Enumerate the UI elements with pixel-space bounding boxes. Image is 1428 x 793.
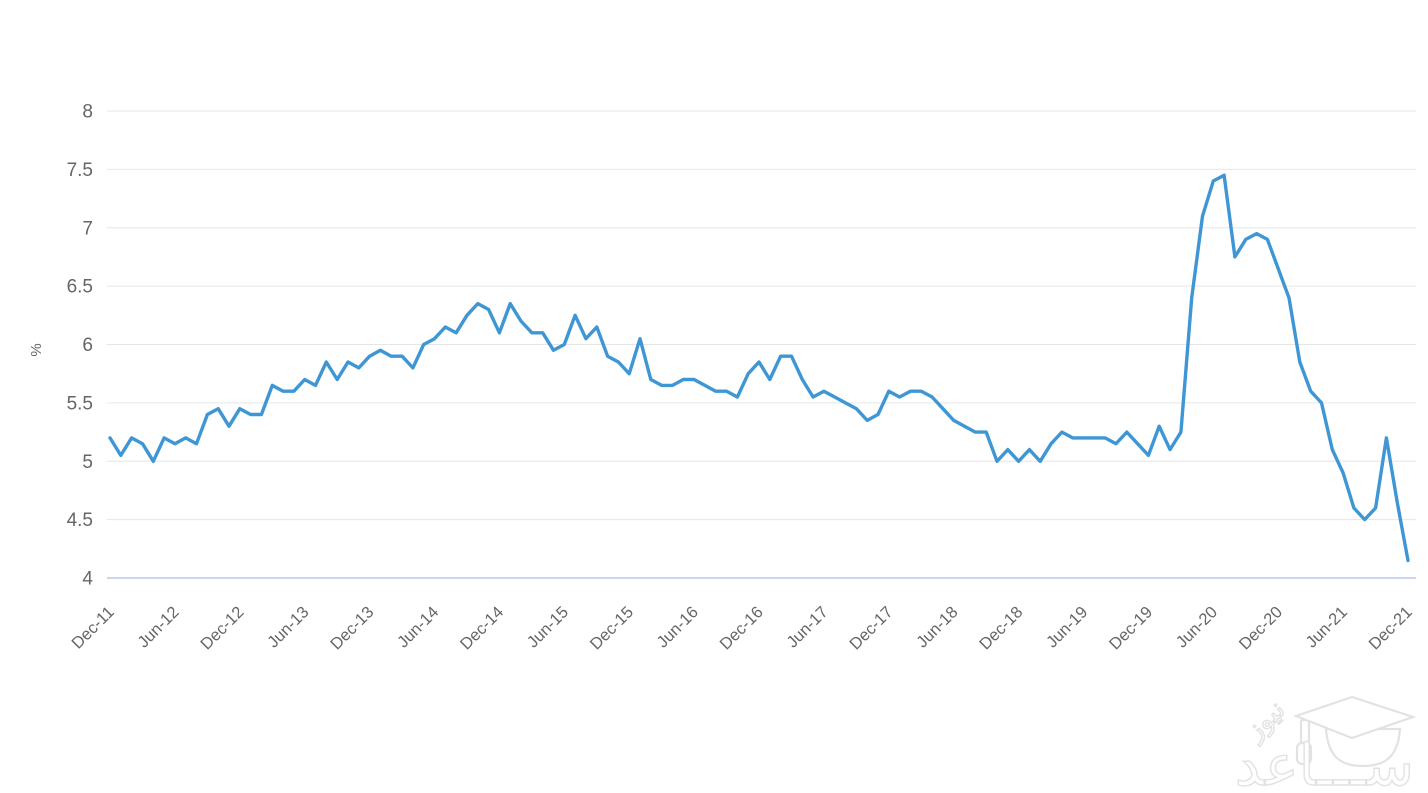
x-tick-label: Dec-19 xyxy=(1106,603,1156,653)
x-tick-label: Jun-17 xyxy=(783,603,831,651)
watermark: نیوز ســـاعد xyxy=(1234,694,1417,793)
y-tick-label: 5 xyxy=(82,452,93,473)
x-tick-label: Jun-12 xyxy=(134,603,182,651)
x-tick-label: Jun-20 xyxy=(1173,603,1221,651)
y-grid xyxy=(107,110,1416,579)
x-tick-label: Dec-17 xyxy=(846,603,896,653)
y-tick-label: 8 xyxy=(82,102,93,123)
x-tick-label: Jun-19 xyxy=(1043,603,1091,651)
x-tick-label: Jun-14 xyxy=(394,603,442,651)
cap-board xyxy=(1292,695,1417,740)
graduation-cap-icon xyxy=(1292,695,1417,768)
y-axis-labels: 8 7.5 7 6.5 6 5.5 5 4.5 4 xyxy=(67,102,94,590)
y-axis-title: % xyxy=(28,343,45,356)
x-tick-label: Dec-18 xyxy=(976,603,1026,653)
x-tick-label: Dec-15 xyxy=(587,603,637,653)
x-tick-label: Jun-13 xyxy=(264,603,312,651)
x-tick-label: Jun-16 xyxy=(654,603,702,651)
cap-band xyxy=(1324,727,1402,768)
x-axis-labels: Dec-11 Jun-12 Dec-12 Jun-13 Dec-13 Jun-14 Dec-… xyxy=(68,603,1415,653)
x-tick-label: Dec-21 xyxy=(1365,603,1415,653)
x-tick-label: Dec-16 xyxy=(716,603,766,653)
y-tick-label: 5.5 xyxy=(67,393,93,414)
y-tick-label: 6 xyxy=(82,335,93,356)
x-tick-label: Dec-14 xyxy=(457,603,507,653)
watermark-brand-text: ســـاعد xyxy=(1235,733,1414,793)
x-tick-label: Dec-20 xyxy=(1236,603,1286,653)
y-tick-label: 4 xyxy=(82,569,93,590)
y-tick-label: 6.5 xyxy=(67,277,93,298)
x-tick-label: Jun-21 xyxy=(1303,603,1351,651)
x-tick-label: Jun-15 xyxy=(524,603,572,651)
y-tick-label: 7 xyxy=(82,218,93,239)
x-tick-label: Dec-11 xyxy=(68,603,117,652)
x-tick-label: Jun-18 xyxy=(913,603,961,651)
x-tick-label: Dec-13 xyxy=(327,603,377,653)
series-group xyxy=(108,173,1410,563)
x-tick-label: Dec-12 xyxy=(197,603,247,653)
cap-tassel-knob xyxy=(1295,741,1313,766)
y-tick-label: 7.5 xyxy=(67,160,93,181)
series-line xyxy=(108,173,1410,563)
y-tick-label: 4.5 xyxy=(67,510,93,531)
